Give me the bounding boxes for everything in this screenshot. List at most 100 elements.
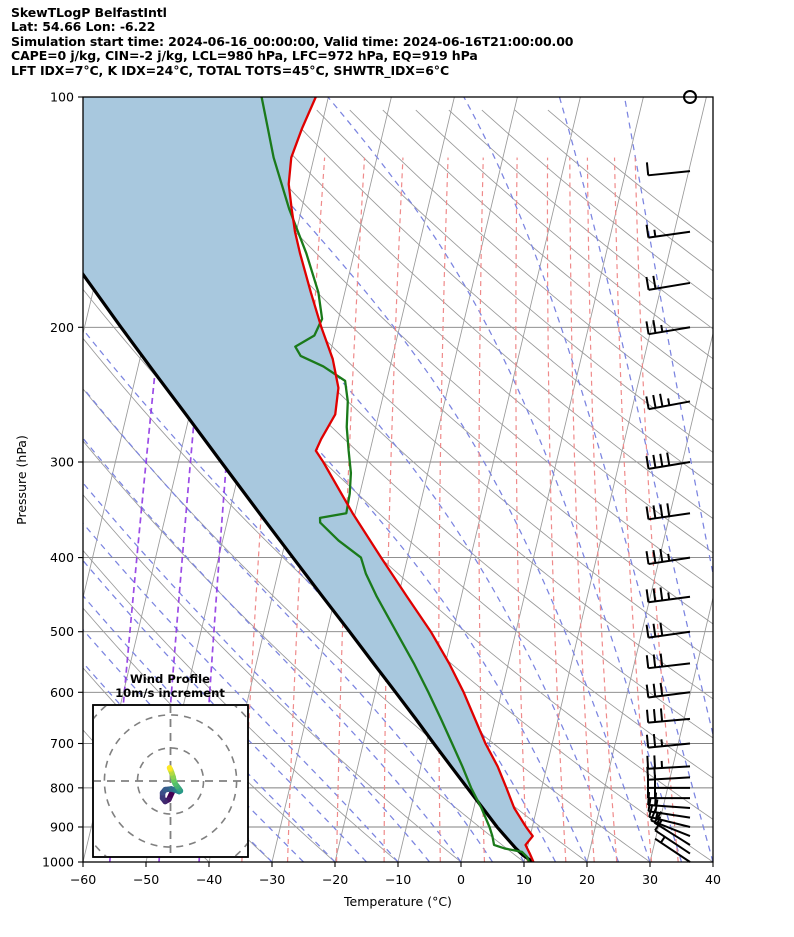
inset-frame-top	[92, 704, 249, 858]
temperature-profile-line	[287, 97, 535, 862]
barb-full	[659, 682, 664, 696]
moist-adiabat-line	[83, 386, 494, 862]
barb-full	[666, 452, 671, 466]
barb-full	[646, 766, 650, 780]
mixing-ratio-line	[515, 157, 528, 862]
y-tick-label: 300	[50, 454, 74, 469]
axis-ticks: −60 −50 −40 −30 −20 −10 0 10 20 30 40 100 200 300 400 5…	[42, 90, 721, 888]
mixing-ratio-line	[546, 157, 567, 862]
x-tick-label: 10	[516, 872, 532, 887]
wind-barb-column	[645, 90, 697, 863]
x-tick-label: −50	[133, 872, 160, 887]
barb-full	[652, 683, 657, 697]
mixing-ratio-line	[286, 157, 326, 862]
x-tick-label: −20	[322, 872, 349, 887]
barb-full	[646, 755, 650, 769]
barb-shaft	[648, 326, 691, 336]
dry-adiabat-line	[83, 494, 462, 862]
barb-full	[652, 275, 657, 289]
y-tick-label: 400	[50, 550, 74, 565]
dry-adiabat-line	[118, 109, 713, 662]
x-tick-label: 20	[579, 872, 595, 887]
barb-half	[660, 836, 666, 844]
barb-full	[645, 506, 650, 520]
moist-adiabat-line	[327, 97, 683, 862]
y-axis-label: Pressure (hPa)	[14, 435, 29, 525]
wind-barb	[645, 587, 691, 604]
barb-full	[645, 624, 650, 638]
barb-full	[659, 708, 664, 722]
dry-adiabat-line	[217, 109, 713, 554]
x-tick-label: −60	[70, 872, 97, 887]
x-tick-label: 0	[457, 872, 465, 887]
barb-full	[652, 588, 657, 602]
moist-adiabat-line	[83, 481, 430, 862]
barb-full	[653, 755, 657, 769]
dry-adiabat-line	[547, 109, 713, 244]
wind-barb	[654, 836, 691, 863]
barb-shaft	[654, 829, 691, 855]
barb-half	[667, 398, 671, 406]
mixing-ratio-line	[586, 157, 618, 862]
wind-barb	[646, 755, 691, 770]
barb-full	[652, 394, 657, 409]
barb-full	[652, 623, 657, 637]
isotherm-line	[776, 97, 794, 862]
barb-full	[645, 655, 650, 669]
sounding-profiles	[83, 97, 535, 862]
wind-barb	[645, 452, 691, 470]
moist-adiabat-line	[197, 97, 651, 862]
wind-barb	[645, 708, 691, 724]
barb-full	[648, 803, 654, 818]
x-axis-label: Temperature (°C)	[343, 894, 452, 909]
wind-barb	[645, 653, 691, 670]
wind-barb	[645, 162, 691, 177]
barb-full	[659, 393, 664, 407]
dry-adiabat-line	[316, 109, 713, 453]
moist-adiabat-line	[83, 628, 304, 862]
barb-full	[652, 733, 657, 748]
y-tick-label: 900	[50, 819, 74, 834]
barb-full	[666, 503, 671, 517]
dry-adiabat-line	[283, 109, 713, 486]
wind-barb	[645, 733, 691, 749]
dry-adiabat-line	[184, 109, 713, 589]
isotherm-line	[0, 97, 13, 862]
header-line-latlon: Lat: 54.66 Lon: -6.22	[11, 19, 156, 35]
y-tick-label: 600	[50, 685, 74, 700]
barb-full	[645, 709, 650, 723]
mixing-ratio-line	[241, 157, 288, 862]
isotherm-line	[586, 331, 713, 862]
dry-adiabat-line	[83, 607, 336, 862]
wind-barb	[645, 622, 691, 639]
isotherm-line	[649, 595, 713, 862]
barb-full	[645, 162, 650, 176]
barb-full	[645, 321, 650, 335]
wind-profile-inset	[92, 704, 249, 858]
dry-adiabat-line	[85, 109, 713, 700]
barb-full	[659, 504, 664, 518]
mixing-ratio-line	[634, 157, 679, 862]
wind-barb	[645, 503, 691, 521]
header-line-cape: CAPE=0 j/kg, CIN=-2 j/kg, LCL=980 hPa, L…	[11, 48, 478, 64]
dry-adiabat-line	[349, 109, 713, 422]
barb-full	[645, 396, 650, 410]
x-tick-label: 40	[705, 872, 721, 887]
y-tick-label: 800	[50, 780, 74, 795]
barb-full	[645, 551, 650, 565]
y-tick-label: 1000	[42, 855, 74, 870]
barb-full	[652, 549, 657, 564]
moist-adiabat-line	[98, 97, 620, 862]
barb-half	[667, 592, 671, 600]
moist-adiabat-line	[463, 97, 713, 862]
wind-barb	[645, 275, 691, 291]
wind-barb	[645, 682, 691, 699]
header-line-times: Simulation start time: 2024-06-16_00:00:…	[11, 33, 574, 49]
isotherm-line	[460, 97, 644, 862]
barb-shaft	[653, 821, 691, 846]
isotherm-line	[334, 97, 518, 862]
y-tick-label: 500	[50, 624, 74, 639]
isotherm-line	[712, 860, 713, 862]
